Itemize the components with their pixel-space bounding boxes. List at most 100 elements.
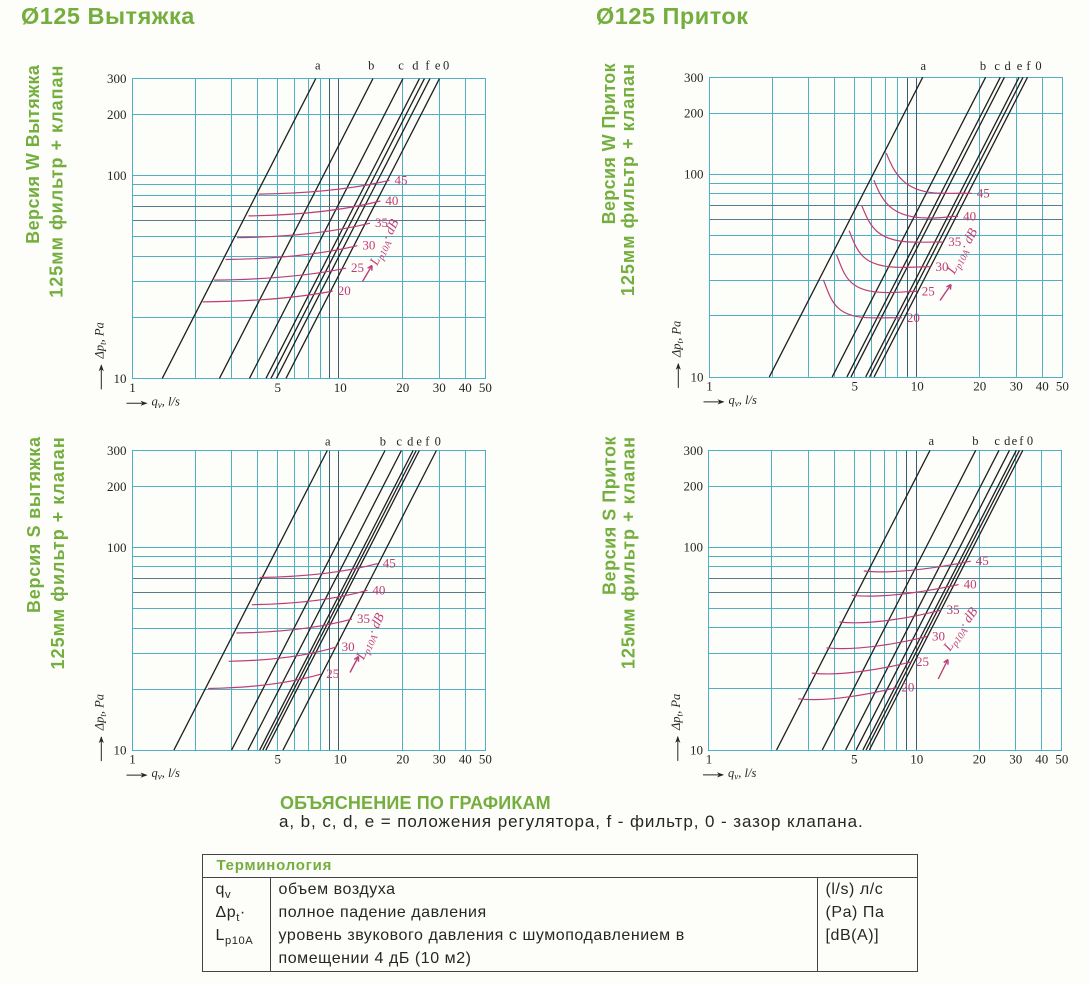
svg-text:30: 30 (362, 238, 375, 253)
svg-text:40: 40 (1035, 751, 1048, 766)
svg-text:200: 200 (684, 106, 704, 121)
svg-text:1: 1 (129, 752, 136, 767)
svg-text:30: 30 (932, 629, 945, 644)
svg-text:e: e (416, 435, 422, 449)
svg-text:50: 50 (1055, 751, 1068, 766)
svg-text:1: 1 (706, 751, 713, 766)
svg-text:a: a (325, 435, 331, 449)
svg-text:qv, l/s: qv, l/s (728, 766, 756, 782)
svg-text:50: 50 (479, 380, 492, 395)
svg-text:45: 45 (977, 185, 990, 200)
svg-text:b: b (972, 434, 978, 448)
svg-text:qv, l/s: qv, l/s (729, 393, 757, 409)
svg-text:20: 20 (396, 380, 409, 395)
svg-text:40: 40 (459, 380, 472, 395)
svg-text:40: 40 (1036, 378, 1049, 393)
svg-text:d: d (407, 435, 414, 449)
svg-text:b: b (380, 435, 386, 449)
svg-text:200: 200 (684, 479, 704, 494)
svg-text:c: c (396, 435, 402, 449)
svg-text:35: 35 (947, 602, 960, 617)
svg-text:40: 40 (459, 752, 472, 767)
svg-text:45: 45 (395, 172, 408, 187)
svg-text:30: 30 (433, 380, 446, 395)
svg-text:Δpt, Pa: Δpt, Pa (93, 694, 109, 731)
svg-text:a: a (315, 59, 321, 73)
svg-text:30: 30 (1009, 751, 1022, 766)
svg-text:10: 10 (690, 742, 703, 757)
svg-text:300: 300 (684, 70, 704, 85)
svg-text:5: 5 (274, 380, 281, 395)
svg-text:100: 100 (107, 540, 127, 555)
svg-text:125мм фильтр + клапан: 125мм фильтр + клапан (619, 436, 639, 669)
svg-text:Δpt, Pa: Δpt, Pa (670, 321, 686, 358)
svg-text:1: 1 (706, 378, 713, 393)
svg-text:d: d (1004, 434, 1011, 448)
svg-text:b: b (368, 59, 374, 73)
svg-text:40: 40 (372, 582, 385, 597)
svg-text:f: f (1019, 434, 1024, 448)
svg-text:100: 100 (684, 540, 704, 555)
svg-text:a: a (921, 59, 927, 73)
svg-text:50: 50 (1056, 378, 1069, 393)
svg-text:a: a (929, 434, 935, 448)
svg-text:10: 10 (114, 371, 127, 386)
svg-text:0: 0 (1027, 434, 1033, 448)
svg-text:10: 10 (334, 380, 347, 395)
svg-text:qv, l/s: qv, l/s (152, 394, 180, 410)
svg-text:200: 200 (107, 479, 127, 494)
svg-text:20: 20 (973, 751, 986, 766)
svg-text:b: b (980, 59, 986, 73)
svg-text:125мм фильтр + клапан: 125мм фильтр + клапан (48, 436, 68, 669)
svg-text:125мм фильтр + клапан: 125мм фильтр + клапан (47, 65, 67, 298)
svg-text:40: 40 (963, 208, 976, 223)
svg-text:30: 30 (1010, 378, 1023, 393)
svg-text:10: 10 (911, 378, 924, 393)
svg-text:25: 25 (326, 666, 339, 681)
svg-text:e: e (1012, 434, 1018, 448)
svg-text:40: 40 (964, 577, 977, 592)
svg-text:20: 20 (907, 310, 920, 325)
svg-text:5: 5 (851, 378, 858, 393)
svg-text:100: 100 (107, 168, 127, 183)
svg-text:10: 10 (691, 369, 704, 384)
svg-text:5: 5 (851, 751, 858, 766)
svg-text:35: 35 (948, 234, 961, 249)
svg-text:50: 50 (479, 752, 492, 767)
svg-text:f: f (425, 435, 430, 449)
svg-text:c: c (398, 59, 404, 73)
svg-text:40: 40 (385, 193, 398, 208)
svg-text:300: 300 (107, 71, 127, 86)
svg-text:0: 0 (435, 435, 441, 449)
svg-text:200: 200 (107, 107, 127, 122)
svg-text:e: e (435, 59, 441, 73)
svg-text:Версия W Вытяжка: Версия W Вытяжка (23, 64, 43, 244)
svg-text:Δpt, Pa: Δpt, Pa (669, 694, 685, 731)
svg-text:20: 20 (973, 378, 986, 393)
svg-text:30: 30 (433, 752, 446, 767)
svg-text:Версия S Приток: Версия S Приток (600, 436, 620, 595)
svg-text:c: c (994, 59, 1000, 73)
svg-text:qv, l/s: qv, l/s (152, 766, 180, 782)
svg-text:Δpt, Pa: Δpt, Pa (93, 322, 109, 359)
svg-text:d: d (412, 59, 419, 73)
svg-text:f: f (1026, 59, 1031, 73)
svg-text:10: 10 (910, 751, 923, 766)
svg-text:45: 45 (976, 553, 989, 568)
svg-text:d: d (1004, 59, 1011, 73)
svg-text:1: 1 (129, 380, 136, 395)
svg-text:0: 0 (443, 59, 449, 73)
svg-text:35: 35 (375, 215, 388, 230)
svg-text:125мм фильтр + клапан: 125мм фильтр + клапан (618, 63, 638, 296)
svg-text:300: 300 (107, 443, 127, 458)
svg-text:f: f (425, 59, 430, 73)
svg-text:20: 20 (901, 680, 914, 695)
svg-text:300: 300 (684, 443, 704, 458)
svg-text:45: 45 (383, 556, 396, 571)
svg-text:25: 25 (922, 283, 935, 298)
svg-text:Версия S вытяжка: Версия S вытяжка (24, 436, 44, 613)
svg-text:30: 30 (936, 259, 949, 274)
svg-text:20: 20 (338, 283, 351, 298)
svg-text:25: 25 (351, 260, 364, 275)
svg-text:25: 25 (916, 654, 929, 669)
